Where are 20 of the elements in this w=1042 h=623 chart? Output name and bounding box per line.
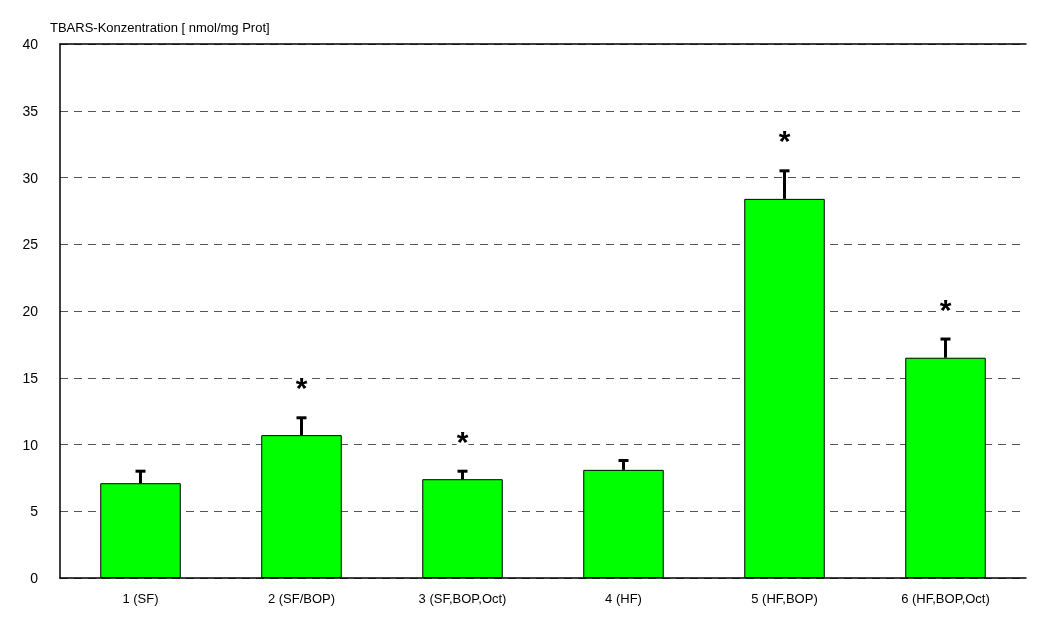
x-tick-label: 1 (SF) xyxy=(122,591,159,606)
y-tick-label: 40 xyxy=(22,36,39,52)
y-tick-label: 5 xyxy=(30,503,39,520)
x-tick-label: 3 (SF,BOP,Oct) xyxy=(418,591,507,606)
x-tick-label: 4 (HF) xyxy=(605,591,642,606)
y-tick-label: 15 xyxy=(22,369,39,386)
y-tick-label: 25 xyxy=(22,236,39,253)
x-tick-label: 6 (HF,BOP,Oct) xyxy=(901,591,990,606)
data-label: * xyxy=(939,292,952,326)
y-tick-label: 0 xyxy=(30,570,39,586)
x-tick-label: 5 (HF,BOP) xyxy=(751,591,818,606)
y-axis-title: TBARS-Konzentration [ nmol/mg Prot] xyxy=(50,20,270,35)
y-tick-label: 10 xyxy=(22,436,39,453)
x-tick-label: 2 (SF/BOP) xyxy=(267,591,336,606)
data-label: * xyxy=(456,424,469,458)
y-tick-label: 30 xyxy=(22,169,39,186)
data-label: * xyxy=(778,124,791,158)
y-tick-label: 20 xyxy=(22,303,39,319)
y-tick-label: 35 xyxy=(22,102,39,119)
data-label: * xyxy=(295,371,308,405)
